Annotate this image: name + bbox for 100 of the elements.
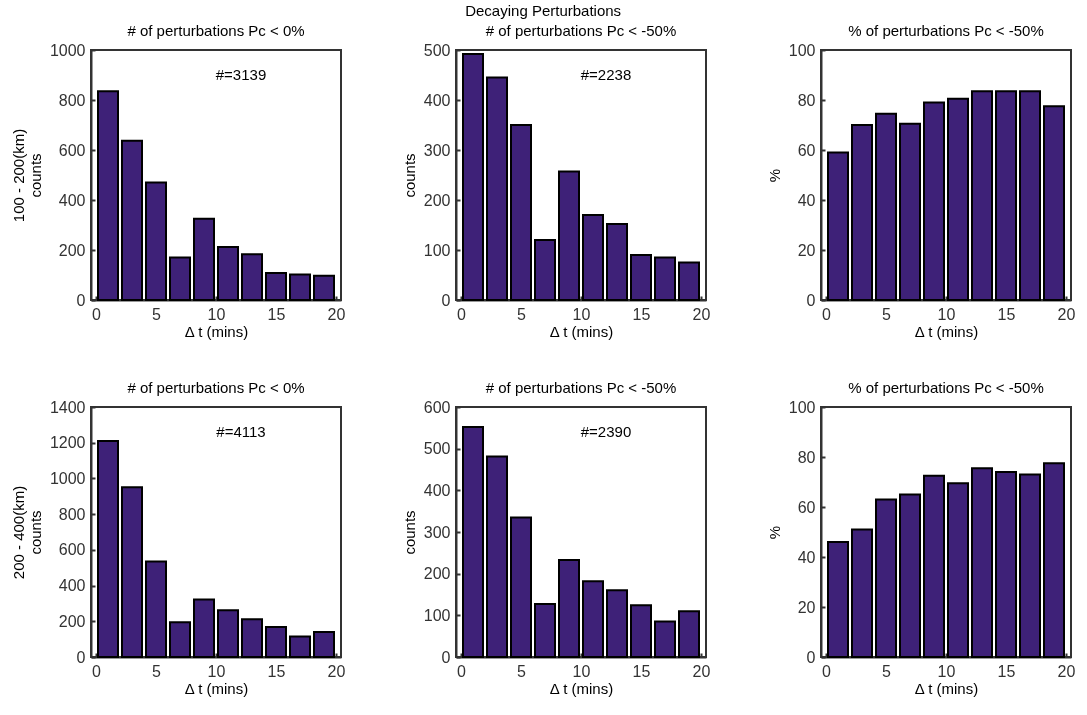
bar (1043, 462, 1065, 658)
bar (145, 181, 167, 301)
y-tick-label: 200 (58, 612, 86, 630)
chart-title: # of perturbations Pc < -50% (485, 379, 677, 396)
bar (313, 631, 335, 658)
bar (265, 626, 287, 658)
bar (827, 151, 849, 301)
bar (462, 53, 484, 301)
x-axis-title: Δ t (mins) (914, 322, 979, 340)
y-tick-label: 1000 (49, 469, 86, 487)
x-tick-label: 0 (457, 305, 467, 323)
bar (971, 90, 993, 301)
bar (462, 426, 484, 658)
bar (947, 97, 969, 301)
bar (630, 604, 652, 658)
y-axis-title: counts (400, 153, 418, 198)
annotation: #=2238 (580, 66, 632, 83)
y-tick-label: 1200 (49, 434, 86, 452)
bar (217, 246, 239, 301)
x-tick-label: 20 (1057, 662, 1076, 680)
y-tick-label: 0 (806, 291, 816, 309)
x-tick-label: 5 (152, 305, 162, 323)
bar (121, 486, 143, 658)
x-tick-label: 0 (822, 662, 832, 680)
bar (630, 254, 652, 301)
bar (241, 618, 263, 658)
y-tick-label: 40 (797, 548, 816, 566)
y-tick-label: 100 (423, 241, 451, 259)
x-tick-label: 5 (517, 662, 527, 680)
bar (534, 239, 556, 301)
bar (289, 273, 311, 301)
y-tick-label: 600 (58, 541, 86, 559)
y-tick-label: 200 (58, 241, 86, 259)
x-tick-label: 20 (692, 305, 711, 323)
y-axis-title: % (765, 168, 783, 183)
bar (875, 112, 897, 301)
bar (995, 90, 1017, 301)
bar (169, 621, 191, 658)
y-tick-label: 0 (76, 291, 86, 309)
x-tick-label: 20 (1057, 305, 1076, 323)
x-tick-label: 15 (997, 305, 1016, 323)
bar (678, 610, 700, 658)
y-tick-label: 400 (423, 481, 451, 499)
x-tick-label: 15 (267, 305, 286, 323)
y-axis-title: counts (400, 510, 418, 555)
y-tick-label: 300 (423, 523, 451, 541)
x-tick-label: 15 (997, 662, 1016, 680)
y-tick-label: 600 (58, 141, 86, 159)
y-tick-label: 600 (423, 398, 451, 416)
x-tick-label: 10 (207, 662, 226, 680)
bar (923, 101, 945, 301)
bar (193, 217, 215, 301)
bar (654, 620, 676, 658)
x-tick-label: 5 (882, 662, 892, 680)
bar (241, 253, 263, 301)
y-tick-label: 40 (797, 191, 816, 209)
y-tick-label: 400 (58, 191, 86, 209)
x-tick-label: 10 (207, 305, 226, 323)
y-tick-label: 100 (788, 398, 816, 416)
y-axis-title: % (765, 525, 783, 540)
y-tick-label: 800 (58, 91, 86, 109)
y-tick-label: 0 (806, 648, 816, 666)
y-tick-label: 0 (76, 648, 86, 666)
x-axis-title: Δ t (mins) (914, 679, 979, 697)
bar (169, 256, 191, 301)
x-tick-label: 5 (152, 662, 162, 680)
x-tick-label: 10 (572, 662, 591, 680)
bar (678, 261, 700, 301)
bar (654, 256, 676, 301)
bar (558, 558, 580, 658)
x-tick-label: 20 (692, 662, 711, 680)
bar (1019, 473, 1041, 658)
y-axis-title: 200 - 400(km) counts (9, 485, 44, 580)
chart-title: # of perturbations Pc < 0% (127, 379, 305, 396)
bar (97, 90, 119, 301)
bar (606, 223, 628, 301)
chart-title: Decaying Perturbations (465, 2, 622, 19)
x-tick-label: 5 (517, 305, 527, 323)
bar (899, 493, 921, 658)
x-axis-title: Δ t (mins) (549, 322, 614, 340)
x-tick-label: 20 (327, 305, 346, 323)
x-tick-label: 10 (937, 662, 956, 680)
bar (289, 635, 311, 658)
bar (265, 272, 287, 301)
y-tick-label: 500 (423, 41, 451, 59)
bar (899, 122, 921, 301)
bar (486, 455, 508, 658)
y-tick-label: 800 (58, 505, 86, 523)
y-tick-label: 100 (788, 41, 816, 59)
bar (97, 439, 119, 658)
bar (145, 560, 167, 658)
bar (971, 467, 993, 658)
y-tick-label: 60 (797, 141, 816, 159)
y-tick-label: 100 (423, 606, 451, 624)
bar (851, 124, 873, 301)
bar (606, 589, 628, 658)
x-axis-title: Δ t (mins) (549, 679, 614, 697)
x-tick-label: 0 (92, 305, 102, 323)
y-tick-label: 80 (797, 91, 816, 109)
bar (1019, 90, 1041, 301)
